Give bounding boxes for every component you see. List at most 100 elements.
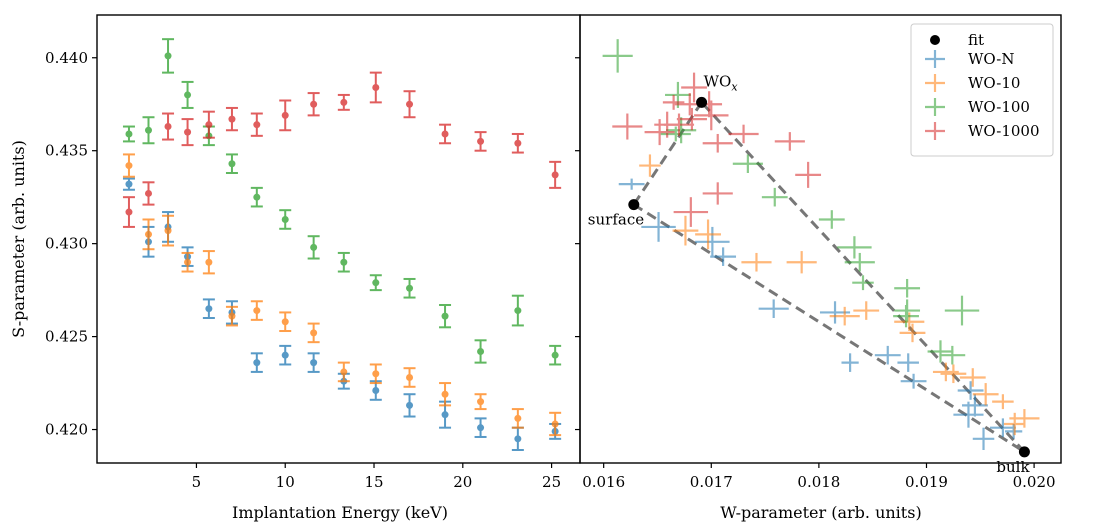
data-point bbox=[279, 344, 292, 366]
data-point bbox=[439, 382, 452, 407]
point-marker bbox=[514, 139, 522, 147]
data-point bbox=[369, 71, 382, 104]
fit-point-wo bbox=[696, 96, 708, 108]
x-tick-label: 15 bbox=[364, 473, 383, 491]
data-point bbox=[142, 181, 155, 206]
data-point bbox=[695, 226, 730, 257]
data-point bbox=[122, 196, 135, 228]
legend-label: WO-1000 bbox=[968, 122, 1040, 140]
data-point bbox=[702, 182, 733, 205]
point-marker bbox=[281, 111, 289, 119]
legend-item-wo-1000: WO-1000 bbox=[925, 122, 1040, 140]
data-point bbox=[250, 300, 263, 321]
data-point bbox=[774, 132, 805, 151]
data-point bbox=[337, 361, 350, 383]
point-marker bbox=[340, 258, 348, 266]
series-wo-100 bbox=[602, 39, 980, 365]
legend-series-items: WO-N WO-10 WO-100 WO-1000 bbox=[925, 50, 1040, 140]
point-marker bbox=[184, 128, 192, 136]
data-point bbox=[992, 394, 1014, 410]
fit-point-surface bbox=[628, 199, 640, 211]
data-point bbox=[786, 251, 817, 274]
data-point bbox=[162, 112, 175, 141]
point-marker bbox=[144, 126, 152, 134]
legend-marker bbox=[925, 122, 945, 140]
point-marker bbox=[205, 121, 213, 129]
x-tick-label: 0.020 bbox=[1013, 473, 1056, 491]
data-point bbox=[795, 161, 822, 188]
data-point bbox=[474, 393, 487, 411]
data-point bbox=[307, 235, 320, 260]
fit-point-label: surface bbox=[588, 211, 644, 229]
data-point bbox=[202, 110, 215, 139]
point-marker bbox=[184, 258, 192, 266]
data-point bbox=[250, 352, 263, 373]
data-point bbox=[940, 364, 967, 384]
left-panel: 5 10 15 20 25 0.420 0.425 0.430 0.435 0.440 Impla… bbox=[9, 14, 581, 522]
data-point bbox=[162, 38, 175, 74]
point-marker bbox=[164, 123, 172, 131]
x-tick-label: 20 bbox=[453, 473, 472, 491]
x-tick-label: 25 bbox=[542, 473, 561, 491]
data-point bbox=[369, 363, 382, 385]
data-point bbox=[181, 118, 194, 147]
point-marker bbox=[477, 137, 485, 145]
legend: fit WO-N WO-10 WO-100 WO-1000 bbox=[910, 23, 1054, 157]
point-marker bbox=[228, 312, 236, 320]
data-point bbox=[959, 368, 986, 387]
data-point bbox=[681, 72, 707, 103]
data-point bbox=[989, 418, 1016, 437]
point-marker bbox=[164, 227, 172, 235]
left-ticks: 5 10 15 20 25 0.420 0.425 0.430 0.435 0.440 bbox=[45, 49, 561, 491]
data-point bbox=[307, 352, 320, 373]
data-point bbox=[511, 426, 524, 451]
data-point bbox=[511, 294, 524, 327]
data-point bbox=[899, 323, 926, 343]
fit-label-text: WO bbox=[704, 72, 732, 90]
point-marker bbox=[514, 435, 522, 443]
data-point bbox=[122, 153, 135, 178]
legend-label-fit: fit bbox=[968, 31, 984, 49]
data-point bbox=[403, 393, 416, 418]
x-tick-label: 0.019 bbox=[905, 473, 948, 491]
data-point bbox=[549, 344, 562, 366]
point-marker bbox=[125, 208, 133, 216]
point-marker bbox=[551, 171, 559, 179]
point-marker bbox=[406, 373, 414, 381]
data-point bbox=[403, 367, 416, 388]
x-tick-label: 0.017 bbox=[690, 473, 733, 491]
legend-box bbox=[910, 23, 1054, 157]
series-wo-n bbox=[618, 178, 1023, 450]
data-point bbox=[710, 247, 737, 266]
fit-point-bulk bbox=[1018, 446, 1030, 458]
data-point bbox=[511, 132, 524, 154]
data-point bbox=[694, 100, 729, 131]
data-point bbox=[874, 345, 901, 365]
x-tick-label: 5 bbox=[192, 473, 202, 491]
data-point bbox=[972, 427, 995, 450]
point-marker bbox=[205, 305, 213, 313]
point-marker bbox=[228, 160, 236, 168]
data-point bbox=[893, 304, 919, 328]
data-point bbox=[818, 210, 845, 229]
point-marker bbox=[184, 91, 192, 99]
point-marker bbox=[310, 329, 318, 337]
legend-item-wo-10: WO-10 bbox=[925, 74, 1020, 92]
data-point bbox=[660, 126, 691, 142]
point-marker bbox=[310, 100, 318, 108]
data-point bbox=[225, 305, 238, 327]
point-marker bbox=[441, 390, 449, 398]
data-point bbox=[972, 383, 999, 406]
data-point bbox=[728, 124, 759, 144]
data-point bbox=[944, 295, 980, 326]
data-point bbox=[962, 394, 988, 417]
left-y-axis-label: S-parameter (arb. units) bbox=[9, 140, 28, 338]
fit-point-label: WOx bbox=[704, 72, 739, 93]
point-marker bbox=[406, 401, 414, 409]
legend-marker bbox=[925, 98, 945, 116]
data-point bbox=[403, 90, 416, 119]
data-point bbox=[474, 417, 487, 438]
point-marker bbox=[340, 98, 348, 106]
data-point bbox=[307, 322, 320, 344]
